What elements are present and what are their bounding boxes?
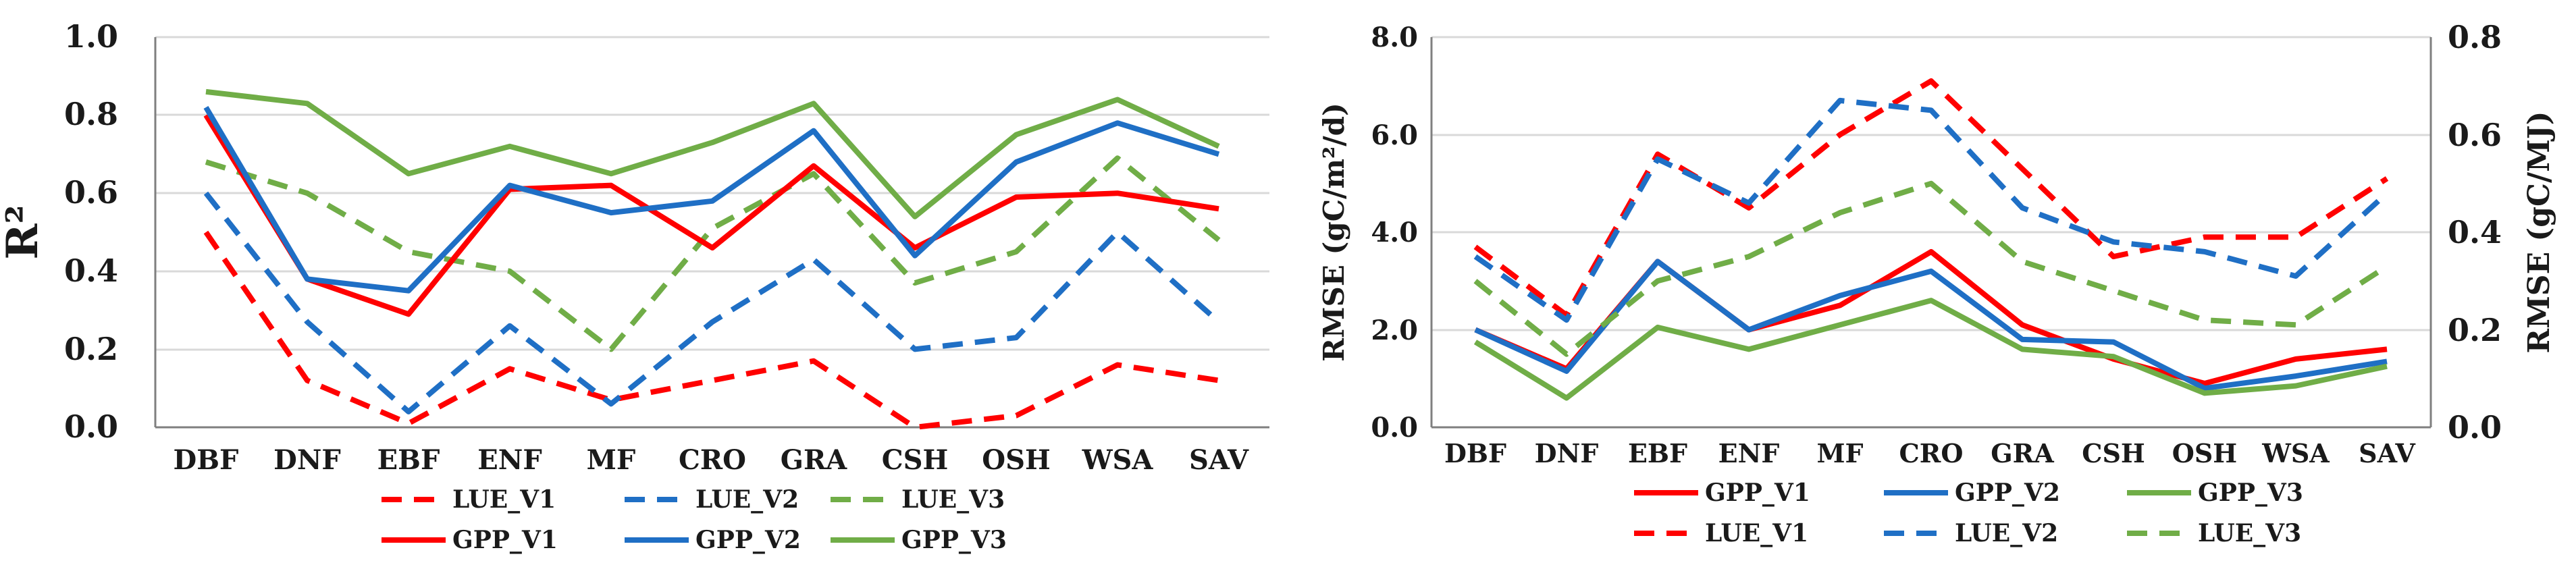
left-y-ticks: 0.0 0.2 0.4 0.6 0.8 1.0 xyxy=(64,18,118,445)
series-line-gpp-v2 xyxy=(203,105,1220,294)
right-x-tick-label: DNF xyxy=(1535,438,1599,468)
left-x-tick-label: CRO xyxy=(679,444,746,476)
legend-entry: LUE_V2 xyxy=(1884,519,2058,547)
left-y-tick-label: 0.6 xyxy=(64,174,118,211)
right-x-tick-label: OSH xyxy=(2172,438,2237,468)
right-series-lines xyxy=(1473,78,2389,401)
right-y2-tick-label: 0.2 xyxy=(2448,312,2502,348)
legend-label: GPP_V2 xyxy=(1955,479,2060,507)
left-x-tick-label: OSH xyxy=(982,444,1051,476)
left-y-tick-label: 1.0 xyxy=(64,18,118,55)
right-x-tick-label: CSH xyxy=(2082,438,2145,468)
series-line-gpp-v3 xyxy=(1473,298,2388,401)
legend-label: LUE_V1 xyxy=(452,485,556,514)
right-y2-tick-label: 0.0 xyxy=(2448,409,2502,446)
legend-entry: GPP_V3 xyxy=(2127,479,2303,507)
right-legend: GPP_V1 GPP_V2 GPP_V3 LUE_V1 LUE_V2 LUE_V… xyxy=(1634,479,2303,547)
right-x-tick-label: WSA xyxy=(2261,438,2330,468)
left-x-tick-label: WSA xyxy=(1082,444,1154,476)
chart-left: 0.0 0.2 0.4 0.6 0.8 1.0 R² DBF DNF EBF E… xyxy=(0,18,1269,554)
series-line-gpp-v3 xyxy=(205,88,1220,219)
right-y-tick-label: 6.0 xyxy=(1371,119,1418,151)
right-y2-tick-label: 0.6 xyxy=(2448,117,2502,153)
left-y-axis-label: R² xyxy=(0,205,48,259)
left-x-tick-label: EBF xyxy=(377,444,440,476)
legend-label: LUE_V3 xyxy=(2198,519,2301,547)
series-line-lue-v2 xyxy=(203,191,1221,414)
right-x-tick-label: CRO xyxy=(1899,438,1964,468)
right-left-ticks: 0.0 2.0 4.0 6.0 8.0 xyxy=(1371,22,1418,443)
left-x-tick-label: GRA xyxy=(781,444,847,476)
right-y-tick-label: 8.0 xyxy=(1371,22,1418,53)
right-x-tick-label: ENF xyxy=(1718,438,1780,468)
legend-entry: GPP_V1 xyxy=(382,526,558,554)
right-x-tick-label: GRA xyxy=(1991,438,2054,468)
right-x-tick-label: MF xyxy=(1816,438,1863,468)
left-x-tick-label: DBF xyxy=(174,444,239,476)
legend-entry: LUE_V3 xyxy=(2127,519,2301,547)
left-x-tick-label: MF xyxy=(587,444,636,476)
legend-entry: GPP_V3 xyxy=(831,526,1007,554)
left-x-tick-label: DNF xyxy=(273,444,341,476)
left-x-ticks: DBF DNF EBF ENF MF CRO GRA CSH OSH WSA S… xyxy=(174,444,1249,476)
legend-entry: LUE_V1 xyxy=(1634,519,1808,547)
left-series-lines xyxy=(203,88,1221,430)
right-y2-axis-label: RMSE (gC/MJ) xyxy=(2522,111,2556,354)
right-y-axis-label: RMSE (gC/m²/d) xyxy=(1317,103,1350,362)
legend-entry: LUE_V1 xyxy=(382,485,556,514)
right-y2-tick-label: 0.8 xyxy=(2448,19,2502,55)
left-x-tick-label: ENF xyxy=(477,444,542,476)
legend-label: GPP_V3 xyxy=(901,526,1007,554)
series-line-gpp-v2 xyxy=(1474,259,2388,392)
legend-label: LUE_V3 xyxy=(901,485,1005,514)
legend-entry: GPP_V1 xyxy=(1634,479,1810,507)
left-x-tick-label: SAV xyxy=(1189,444,1249,476)
left-y-tick-label: 0.2 xyxy=(64,331,118,367)
right-y-tick-label: 2.0 xyxy=(1371,315,1418,346)
legend-label: GPP_V1 xyxy=(452,526,558,554)
legend-entry: LUE_V2 xyxy=(625,485,799,514)
legend-entry: GPP_V2 xyxy=(625,526,801,554)
right-y-tick-label: 0.0 xyxy=(1371,412,1418,443)
legend-entry: LUE_V3 xyxy=(831,485,1005,514)
legend-label: LUE_V2 xyxy=(1955,519,2058,547)
left-y-tick-label: 0.0 xyxy=(64,408,118,445)
right-x-ticks: DBF DNF EBF ENF MF CRO GRA CSH OSH WSA S… xyxy=(1444,438,2416,468)
series-line-lue-v2 xyxy=(1473,97,2389,323)
right-x-tick-label: EBF xyxy=(1628,438,1687,468)
legend-label: LUE_V2 xyxy=(695,485,799,514)
series-line-gpp-v1 xyxy=(203,113,1219,317)
right-y-tick-label: 4.0 xyxy=(1371,217,1418,248)
right-right-ticks: 0.0 0.2 0.4 0.6 0.8 xyxy=(2448,19,2502,446)
chart-right: 0.0 2.0 4.0 6.0 8.0 0.0 0.2 0.4 0.6 0.8 … xyxy=(1317,19,2556,547)
legend-label: GPP_V3 xyxy=(2198,479,2303,507)
series-line-lue-v1 xyxy=(1473,78,2389,318)
left-x-tick-label: CSH xyxy=(882,444,949,476)
right-x-tick-label: SAV xyxy=(2359,438,2416,468)
left-y-tick-label: 0.8 xyxy=(64,96,118,132)
series-line-lue-v3 xyxy=(1473,180,2389,357)
left-y-tick-label: 0.4 xyxy=(64,252,118,289)
legend-entry: GPP_V2 xyxy=(1884,479,2060,507)
legend-label: LUE_V1 xyxy=(1705,519,1808,547)
right-y2-tick-label: 0.4 xyxy=(2448,214,2502,250)
left-legend: LUE_V1 LUE_V2 LUE_V3 GPP_V1 GPP_V2 GPP_V… xyxy=(382,485,1007,554)
legend-label: GPP_V1 xyxy=(1705,479,1810,507)
series-line-lue-v1 xyxy=(203,230,1219,430)
right-x-tick-label: DBF xyxy=(1444,438,1506,468)
legend-label: GPP_V2 xyxy=(695,526,801,554)
